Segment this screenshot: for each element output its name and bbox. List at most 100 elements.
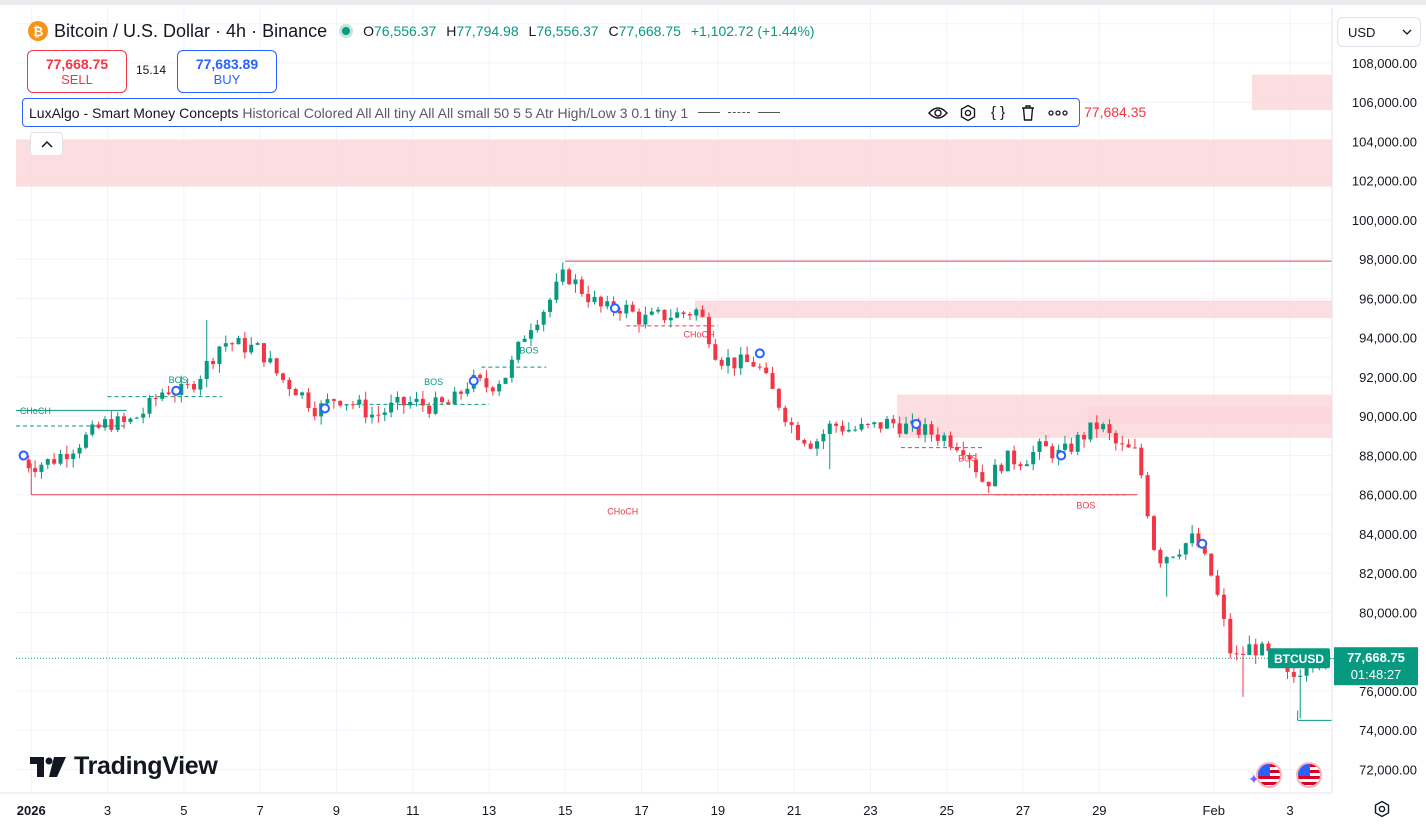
candle [1234, 645, 1239, 661]
settings-icon[interactable] [953, 101, 983, 125]
candle [834, 421, 839, 433]
candle-body [1158, 549, 1163, 564]
candle-body [1018, 464, 1023, 467]
candle [261, 342, 266, 368]
candle-body [26, 459, 31, 469]
candle [1151, 514, 1156, 552]
candle-body [45, 459, 50, 465]
candle-body [370, 414, 375, 418]
candle-body [312, 408, 317, 417]
buy-button[interactable]: 77,683.89 BUY [177, 50, 277, 93]
price-tick-label: 80,000.00 [1359, 605, 1417, 620]
sell-label: SELL [61, 71, 93, 87]
candle [567, 267, 572, 286]
candle-body [1151, 516, 1156, 550]
candle-body [776, 388, 781, 408]
candle [401, 396, 406, 414]
candle-body [827, 423, 832, 434]
candle-body [192, 383, 197, 390]
candle [1082, 432, 1087, 448]
candle [331, 398, 336, 409]
candle-body [497, 383, 502, 392]
candle-body [935, 434, 940, 441]
candle-body [509, 359, 514, 378]
candle [128, 417, 133, 424]
us-flag-icon[interactable] [1256, 762, 1282, 788]
candle [350, 400, 355, 410]
price-tick-label: 82,000.00 [1359, 566, 1417, 581]
collapse-legend-button[interactable] [30, 132, 63, 156]
candle [617, 307, 622, 321]
sell-button[interactable]: 77,668.75 SELL [27, 50, 127, 93]
candle-body [357, 399, 362, 405]
candle [942, 432, 947, 447]
candle-body [52, 459, 57, 464]
candle-body [217, 346, 222, 365]
candle-body [1298, 675, 1303, 677]
candle-body [1177, 554, 1182, 557]
candle-body [255, 343, 260, 345]
candle-body [789, 422, 794, 425]
candle [1260, 641, 1265, 656]
candle [1005, 450, 1010, 472]
candle [509, 355, 514, 383]
candle [484, 370, 489, 393]
candle [1221, 588, 1226, 627]
candle-body [1209, 553, 1214, 576]
gear-icon[interactable] [1372, 800, 1392, 820]
price-tick-label: 106,000.00 [1352, 95, 1417, 110]
currency-selector[interactable]: USD [1337, 17, 1421, 47]
candle [1043, 435, 1048, 447]
time-tick-label: 25 [940, 803, 954, 818]
candle [853, 425, 858, 432]
candle [1094, 415, 1099, 438]
candle-body [1094, 422, 1099, 430]
candle-body [948, 435, 953, 447]
candle-body [376, 414, 381, 416]
candle [1107, 419, 1112, 441]
candle-body [96, 424, 101, 428]
candle [503, 377, 508, 385]
order-block-zone [1087, 406, 1332, 425]
bar-countdown-label: 01:48:27 [1351, 667, 1402, 682]
candle [872, 421, 877, 428]
candle-body [846, 429, 851, 432]
candle [878, 422, 883, 433]
candle-body [834, 423, 839, 426]
source-code-icon[interactable]: { } [990, 104, 1006, 121]
candle [1253, 638, 1258, 664]
candle [630, 301, 635, 313]
candle [1101, 422, 1106, 433]
candle-body [865, 423, 870, 425]
candle-body [382, 412, 387, 415]
candle-body [567, 269, 572, 285]
candle-body [166, 392, 171, 395]
candle [706, 312, 711, 349]
candle-body [1285, 664, 1290, 672]
candle [859, 417, 864, 432]
candle-body [64, 453, 69, 460]
candle-body [338, 400, 343, 406]
candle [802, 438, 807, 447]
indicator-legend[interactable]: LuxAlgo - Smart Money Concepts Historica… [22, 98, 1080, 127]
candle-body [420, 398, 425, 406]
structure-label: BOS [169, 375, 188, 385]
trash-icon[interactable] [1013, 101, 1043, 125]
candle [904, 416, 909, 435]
candle-body [1024, 464, 1029, 467]
candle [592, 290, 597, 305]
more-icon[interactable] [1043, 101, 1073, 125]
us-flag-icon[interactable] [1296, 762, 1322, 788]
candle [1031, 445, 1036, 471]
eye-icon[interactable] [923, 101, 953, 125]
candle-body [452, 391, 457, 405]
candle-body [643, 314, 648, 325]
symbol-title[interactable]: Bitcoin / U.S. Dollar · 4h · Binance [54, 20, 328, 41]
candle [694, 307, 699, 321]
candle [1190, 525, 1195, 547]
candle-body [993, 464, 998, 487]
order-block-zone [694, 300, 1332, 319]
candle-body [700, 309, 705, 317]
candle [948, 431, 953, 451]
